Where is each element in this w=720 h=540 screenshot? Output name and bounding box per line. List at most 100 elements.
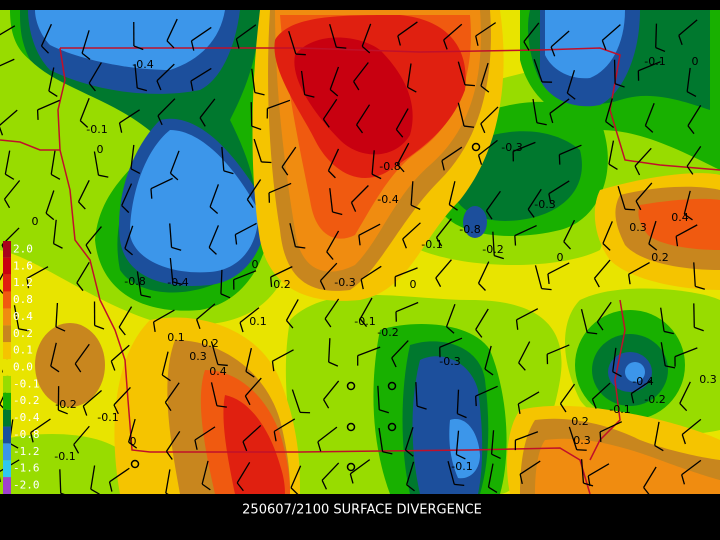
- contour-label: -0.1: [644, 55, 665, 68]
- barb-flag: [161, 374, 171, 382]
- contour-label: -0.3: [534, 198, 555, 211]
- barb-flag: [523, 41, 530, 51]
- barb-flag: [254, 91, 265, 96]
- color-swatch: [3, 359, 11, 376]
- barb-flag: [593, 278, 600, 288]
- barb-shaft: [93, 151, 100, 176]
- barb-flag: [360, 279, 364, 290]
- barb-shaft: [391, 340, 409, 359]
- barb-shaft: [281, 146, 297, 168]
- contour-label: 0.2: [571, 415, 589, 428]
- barb-shaft: [55, 302, 59, 327]
- barb-shaft: [591, 382, 611, 400]
- barb-shaft: [268, 182, 292, 194]
- barb-shaft: [196, 303, 216, 320]
- barb-shaft: [490, 430, 495, 455]
- barb-flag: [98, 174, 109, 178]
- barb-shaft: [514, 224, 537, 237]
- barb-flag: [627, 274, 631, 285]
- barb-flag: [694, 326, 704, 332]
- barb-flag: [443, 39, 448, 50]
- color-bar-label: 0.2: [13, 327, 33, 340]
- barb-shaft: [523, 22, 540, 43]
- barb-flag: [327, 170, 336, 179]
- barb-flag: [456, 454, 466, 460]
- barb-flag: [285, 319, 294, 329]
- barb-shaft: [378, 427, 384, 452]
- barb-flag: [124, 247, 134, 256]
- barb-shaft: [118, 306, 133, 328]
- barb-flag: [475, 396, 477, 407]
- barb-shaft: [371, 150, 375, 175]
- contour-label: -0.3: [501, 141, 522, 154]
- barb-shaft: [329, 66, 340, 90]
- barb-shaft: [674, 347, 698, 358]
- contour-label: -0.1: [354, 315, 375, 328]
- color-bar-label: -1.2: [13, 445, 40, 458]
- barb-shaft: [82, 390, 102, 407]
- barb-shaft: [109, 467, 130, 483]
- barb-shaft: [76, 261, 90, 284]
- barb-flag: [53, 243, 63, 249]
- barb-shaft: [566, 70, 576, 94]
- color-bar-label: -2.0: [13, 479, 40, 492]
- barb-shaft: [686, 146, 702, 167]
- contour-label: -0.8: [379, 160, 400, 173]
- contour-label: 0.3: [629, 221, 647, 234]
- barb-flag: [30, 432, 34, 443]
- barb-flag: [194, 439, 198, 450]
- barb-shaft: [517, 391, 540, 405]
- barb-shaft: [644, 103, 655, 126]
- barb-shaft: [328, 338, 331, 363]
- barb-shaft: [410, 181, 414, 206]
- barb-shaft: [164, 382, 180, 403]
- barb-flag: [121, 205, 130, 214]
- barb-shaft: [568, 426, 578, 450]
- contour-label: -0.1: [86, 123, 107, 136]
- barb-shaft: [50, 342, 57, 367]
- barb-shaft: [74, 343, 90, 365]
- barb-shaft: [251, 68, 256, 93]
- color-swatch: [3, 241, 11, 258]
- barb-flag: [435, 237, 443, 247]
- barb-flag: [251, 125, 262, 131]
- barb-flag: [612, 371, 622, 377]
- color-swatch: [3, 274, 11, 292]
- barb-shaft: [273, 418, 296, 432]
- barb-shaft: [208, 225, 220, 248]
- barb-flag: [164, 402, 172, 412]
- barb-flag: [88, 82, 96, 92]
- barb-flag: [608, 163, 618, 170]
- barb-flag: [665, 365, 676, 369]
- barb-shaft: [157, 98, 176, 117]
- barb-shaft: [246, 179, 262, 200]
- barb-shaft: [199, 98, 216, 119]
- color-swatch: [3, 375, 11, 393]
- contour-label: 0: [130, 435, 137, 448]
- barb-shaft: [210, 341, 219, 365]
- barb-shaft: [475, 22, 497, 37]
- barb-flag: [356, 124, 364, 134]
- color-bar-label: -0.8: [13, 428, 40, 441]
- barb-flag: [410, 204, 421, 210]
- barb-shaft: [289, 223, 297, 247]
- barb-flag: [477, 154, 483, 165]
- barb-shaft: [477, 261, 490, 284]
- barb-shaft: [415, 382, 418, 407]
- contour-label: -0.1: [451, 460, 472, 473]
- barb-flag: [446, 326, 455, 334]
- barb-shaft: [121, 183, 133, 206]
- barb-shaft: [608, 140, 615, 165]
- barb-shaft: [480, 106, 499, 125]
- barb-flag: [464, 84, 475, 87]
- barb-shaft: [73, 425, 90, 445]
- contour-label: 0.3: [573, 434, 591, 447]
- barb-shaft: [253, 138, 263, 163]
- barb-shaft: [322, 98, 338, 120]
- barb-flag: [663, 330, 674, 335]
- barb-shaft: [396, 142, 410, 165]
- barb-flag: [602, 243, 611, 251]
- barb-shaft: [300, 70, 306, 95]
- barb-shaft: [326, 230, 340, 253]
- barb-shaft: [675, 224, 698, 237]
